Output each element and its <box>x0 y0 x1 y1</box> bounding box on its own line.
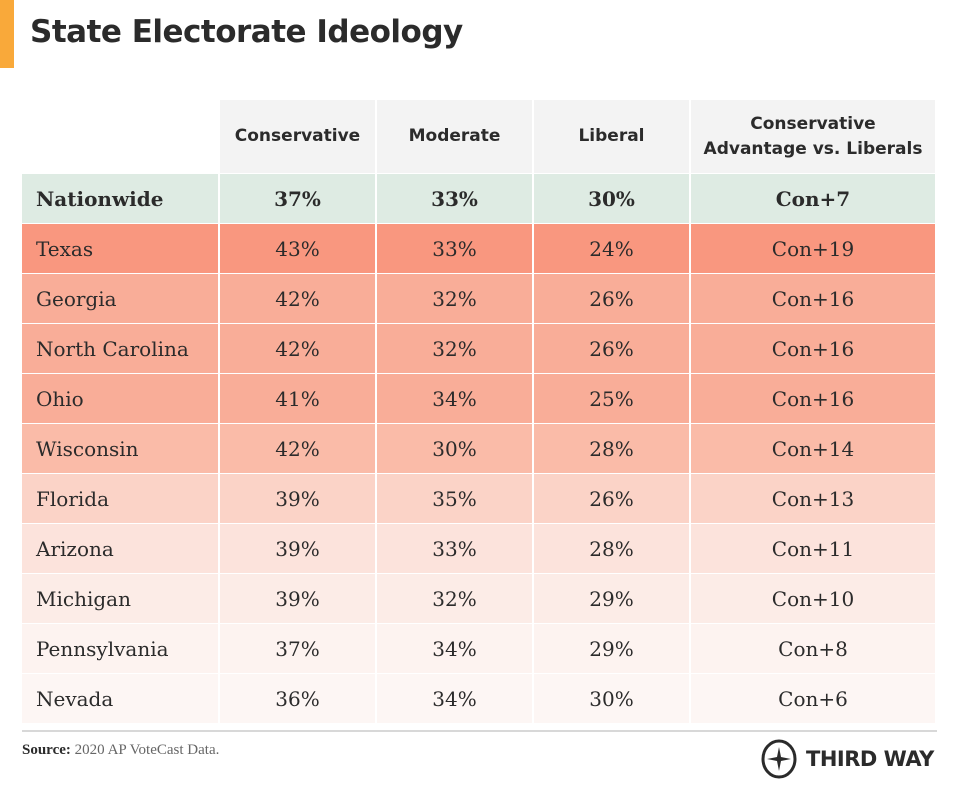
cell-moderate: 33% <box>377 224 532 273</box>
cell-advantage: Con+10 <box>691 574 935 623</box>
table-row: Wisconsin 42% 30% 28% Con+14 <box>22 424 935 473</box>
table-row: Ohio 41% 34% 25% Con+16 <box>22 374 935 423</box>
cell-liberal: 28% <box>534 424 689 473</box>
compass-star-icon <box>761 739 797 779</box>
cell-moderate: 33% <box>377 174 532 223</box>
cell-advantage: Con+7 <box>691 174 935 223</box>
cell-moderate: 32% <box>377 574 532 623</box>
cell-label: Wisconsin <box>22 424 218 473</box>
cell-moderate: 34% <box>377 374 532 423</box>
cell-conservative: 36% <box>220 674 375 723</box>
title-accent-bar <box>0 0 14 68</box>
table-row: Georgia 42% 32% 26% Con+16 <box>22 274 935 323</box>
source-text: 2020 AP VoteCast Data. <box>70 742 220 758</box>
third-way-logo: THIRD WAY <box>760 739 934 779</box>
table-header-row: Conservative Moderate Liberal Conservati… <box>22 100 935 173</box>
table-row: Michigan 39% 32% 29% Con+10 <box>22 574 935 623</box>
cell-conservative: 43% <box>220 224 375 273</box>
cell-moderate: 32% <box>377 324 532 373</box>
cell-label: Florida <box>22 474 218 523</box>
cell-label: Ohio <box>22 374 218 423</box>
table-row: Florida 39% 35% 26% Con+13 <box>22 474 935 523</box>
cell-label: Texas <box>22 224 218 273</box>
table-row: Nationwide 37% 33% 30% Con+7 <box>22 174 935 223</box>
source-note: Source: 2020 AP VoteCast Data. <box>22 742 219 759</box>
cell-liberal: 29% <box>534 624 689 673</box>
table-row: Arizona 39% 33% 28% Con+11 <box>22 524 935 573</box>
header-advantage-line1: Conservative <box>750 113 876 134</box>
cell-label: Pennsylvania <box>22 624 218 673</box>
cell-advantage: Con+6 <box>691 674 935 723</box>
cell-liberal: 26% <box>534 274 689 323</box>
cell-label: Nevada <box>22 674 218 723</box>
cell-liberal: 30% <box>534 674 689 723</box>
cell-conservative: 42% <box>220 324 375 373</box>
cell-advantage: Con+14 <box>691 424 935 473</box>
cell-advantage: Con+13 <box>691 474 935 523</box>
cell-liberal: 26% <box>534 324 689 373</box>
cell-conservative: 37% <box>220 624 375 673</box>
cell-conservative: 39% <box>220 474 375 523</box>
cell-advantage: Con+16 <box>691 374 935 423</box>
cell-moderate: 33% <box>377 524 532 573</box>
table-row: Nevada 36% 34% 30% Con+6 <box>22 674 935 723</box>
cell-label: Michigan <box>22 574 218 623</box>
cell-moderate: 30% <box>377 424 532 473</box>
cell-conservative: 37% <box>220 174 375 223</box>
ideology-table: Conservative Moderate Liberal Conservati… <box>20 99 937 724</box>
cell-label: Georgia <box>22 274 218 323</box>
cell-advantage: Con+16 <box>691 324 935 373</box>
table-row: Pennsylvania 37% 34% 29% Con+8 <box>22 624 935 673</box>
cell-advantage: Con+8 <box>691 624 935 673</box>
header-conservative: Conservative <box>220 100 375 173</box>
header-moderate: Moderate <box>377 100 532 173</box>
cell-liberal: 26% <box>534 474 689 523</box>
cell-advantage: Con+11 <box>691 524 935 573</box>
cell-liberal: 28% <box>534 524 689 573</box>
cell-conservative: 42% <box>220 274 375 323</box>
cell-liberal: 29% <box>534 574 689 623</box>
cell-advantage: Con+19 <box>691 224 935 273</box>
header-liberal: Liberal <box>534 100 689 173</box>
cell-moderate: 32% <box>377 274 532 323</box>
logo-text: THIRD WAY <box>806 747 934 771</box>
cell-label: Arizona <box>22 524 218 573</box>
page-title: State Electorate Ideology <box>30 14 463 50</box>
source-label: Source: <box>22 742 71 758</box>
cell-liberal: 25% <box>534 374 689 423</box>
header-advantage-line2: Advantage vs. Liberals <box>703 138 923 159</box>
cell-conservative: 39% <box>220 574 375 623</box>
table-row: North Carolina 42% 32% 26% Con+16 <box>22 324 935 373</box>
cell-advantage: Con+16 <box>691 274 935 323</box>
cell-liberal: 30% <box>534 174 689 223</box>
cell-moderate: 35% <box>377 474 532 523</box>
cell-conservative: 39% <box>220 524 375 573</box>
cell-conservative: 41% <box>220 374 375 423</box>
table-row: Texas 43% 33% 24% Con+19 <box>22 224 935 273</box>
cell-conservative: 42% <box>220 424 375 473</box>
cell-moderate: 34% <box>377 674 532 723</box>
cell-label: Nationwide <box>22 174 218 223</box>
header-advantage: Conservative Advantage vs. Liberals <box>691 100 935 173</box>
cell-label: North Carolina <box>22 324 218 373</box>
table-bottom-divider <box>22 730 937 732</box>
cell-liberal: 24% <box>534 224 689 273</box>
header-blank <box>22 100 218 173</box>
cell-moderate: 34% <box>377 624 532 673</box>
